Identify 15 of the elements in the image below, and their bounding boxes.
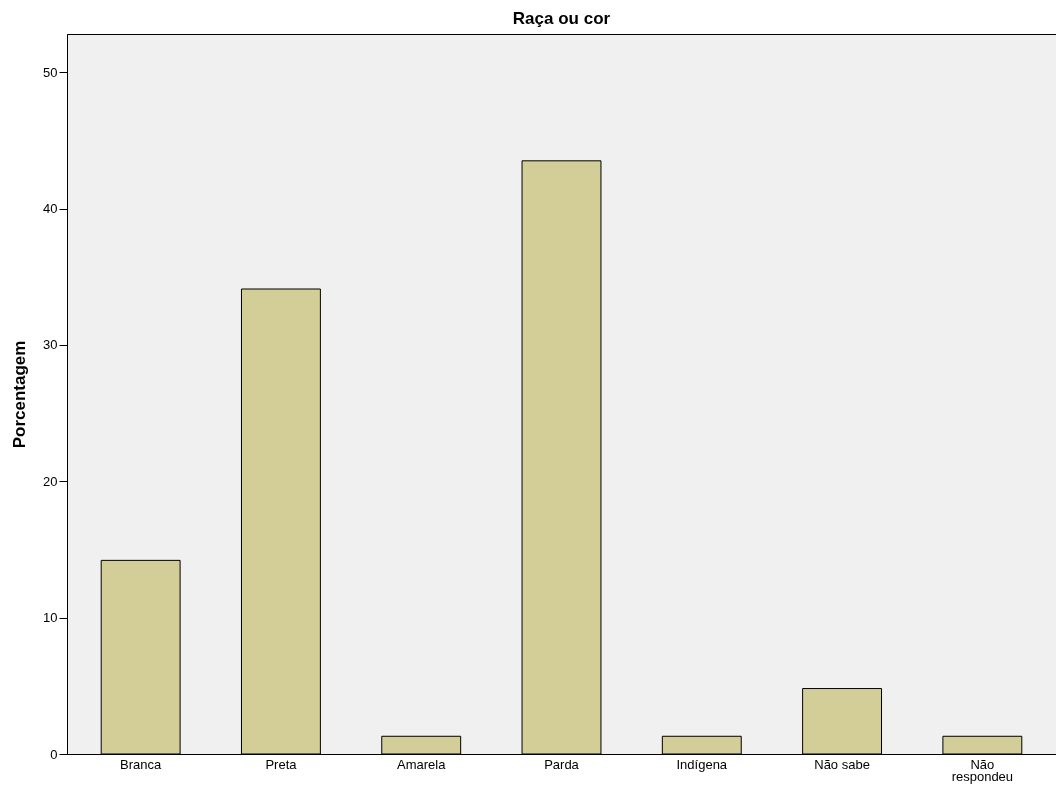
chart-title: Raça ou cor (512, 9, 611, 28)
y-tick-label: 40 (43, 201, 58, 217)
y-axis-title: Porcentagem (10, 340, 30, 449)
x-tick-label: Parda (544, 756, 580, 772)
y-tick-label: 0 (50, 746, 58, 762)
y-tick-label: 20 (43, 473, 58, 489)
x-tick-label: Amarela (397, 756, 447, 772)
y-tick-label: 10 (43, 610, 58, 626)
y-tick-label: 30 (43, 337, 58, 353)
x-tick-label: Não sabe (814, 756, 870, 772)
x-tick-label: Indígena (676, 756, 728, 772)
x-tick-label: Não respondeu (951, 756, 1014, 784)
x-tick-label: Preta (265, 756, 298, 772)
y-tick-label: 50 (43, 64, 58, 80)
x-tick-label: Branca (120, 756, 163, 772)
